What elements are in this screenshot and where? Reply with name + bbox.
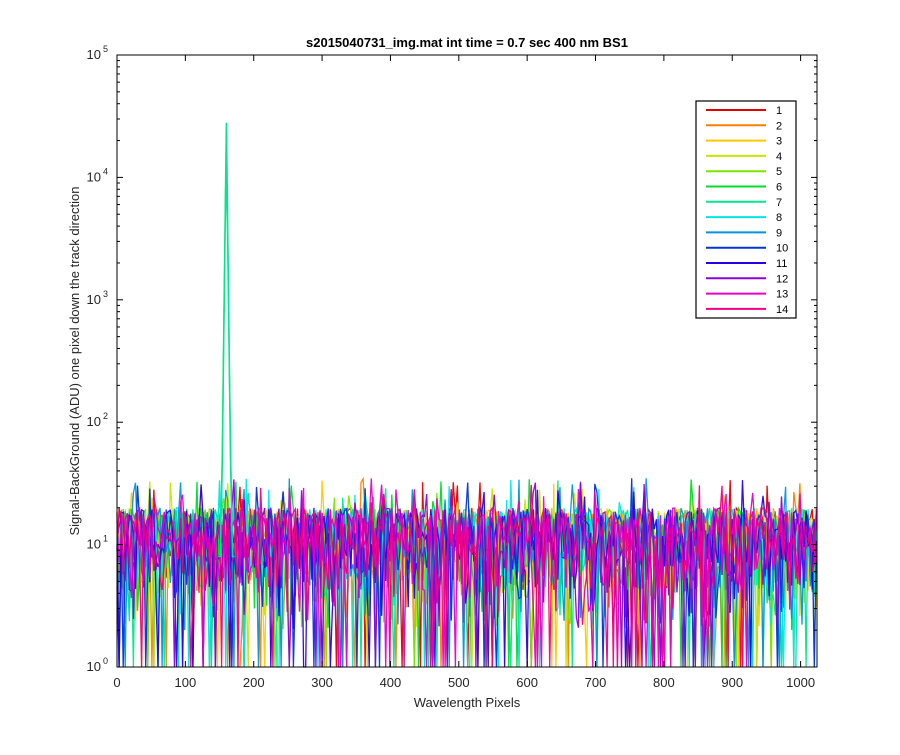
y-axis-label: Signal-BackGround (ADU) one pixel down t…	[67, 186, 82, 535]
y-tick-exponent: 0	[103, 656, 108, 666]
legend-label-13: 13	[776, 289, 788, 301]
y-tick-exponent: 1	[103, 534, 108, 544]
chart-title: s2015040731_img.mat int time = 0.7 sec 4…	[306, 35, 628, 50]
legend-label-5: 5	[776, 166, 782, 178]
legend-box	[695, 100, 797, 319]
x-tick-label: 100	[175, 675, 197, 690]
y-tick-label: 10	[87, 47, 101, 62]
y-tick-label: 10	[87, 659, 101, 674]
x-tick-label: 400	[380, 675, 402, 690]
x-tick-label: 300	[311, 675, 333, 690]
legend-label-8: 8	[776, 212, 782, 224]
axes-box	[116, 54, 818, 668]
peak-line	[218, 122, 235, 558]
x-tick-label: 500	[448, 675, 470, 690]
legend-label-1: 1	[776, 105, 782, 117]
y-tick-exponent: 4	[103, 166, 108, 176]
legend-label-10: 10	[776, 243, 788, 255]
legend-label-6: 6	[776, 182, 782, 194]
x-tick-label: 900	[721, 675, 743, 690]
legend-label-11: 11	[776, 258, 787, 270]
traces	[116, 122, 817, 668]
y-tick-exponent: 5	[103, 44, 108, 54]
legend-label-14: 14	[776, 304, 788, 316]
y-tick-label: 10	[87, 414, 101, 429]
legend-label-9: 9	[776, 227, 782, 239]
y-tick-label: 10	[87, 537, 101, 552]
x-tick-label: 700	[585, 675, 607, 690]
y-tick-exponent: 2	[103, 411, 108, 421]
x-tick-label: 0	[113, 675, 120, 690]
x-axis-label: Wavelength Pixels	[414, 695, 521, 710]
legend-label-7: 7	[776, 197, 782, 209]
y-tick-exponent: 3	[103, 289, 108, 299]
y-tick-label: 10	[87, 169, 101, 184]
x-tick-label: 1000	[786, 675, 815, 690]
legend-label-2: 2	[776, 120, 782, 132]
legend-label-12: 12	[776, 273, 788, 285]
legend-label-3: 3	[776, 136, 782, 148]
x-tick-label: 600	[516, 675, 538, 690]
x-tick-label: 800	[653, 675, 675, 690]
x-ticks: 0 100 200 300 400 500 600 700 800 900 1000	[113, 55, 815, 690]
legend-label-4: 4	[776, 151, 782, 163]
y-tick-label: 10	[87, 292, 101, 307]
x-tick-label: 200	[243, 675, 265, 690]
